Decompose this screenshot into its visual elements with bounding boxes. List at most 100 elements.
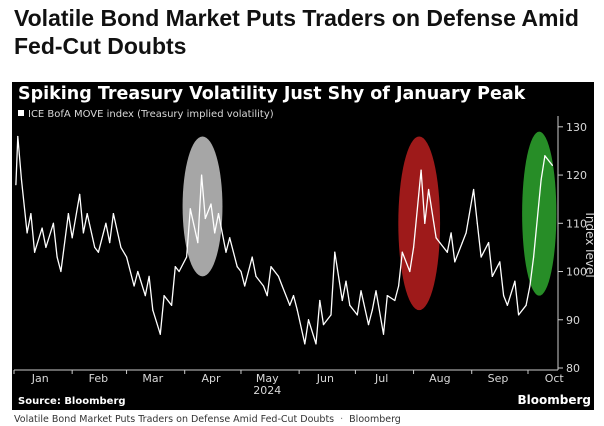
- data-point: [112, 213, 115, 215]
- data-point: [435, 237, 437, 239]
- data-point: [189, 208, 191, 210]
- data-point: [360, 290, 362, 292]
- data-point: [330, 314, 332, 316]
- data-point: [296, 309, 298, 311]
- data-point: [105, 222, 107, 224]
- data-point: [163, 295, 165, 297]
- series-line-move-index: [15, 135, 553, 345]
- legend-label: ICE BofA MOVE index (Treasury implied vo…: [28, 109, 274, 120]
- data-point: [356, 314, 358, 316]
- data-point: [367, 323, 370, 326]
- chart-panel: 80 90 100 110 120 130 Jan Feb Mar Apr May Jun Jul Aug…: [12, 82, 594, 410]
- data-point: [465, 232, 467, 234]
- data-point: [225, 251, 227, 253]
- data-point: [446, 251, 448, 253]
- y-tick-label: 80: [566, 362, 580, 375]
- data-point: [178, 270, 180, 273]
- highlight-april: [182, 136, 223, 277]
- x-tick-label: Mar: [142, 372, 163, 385]
- data-point: [26, 232, 28, 234]
- data-point: [266, 295, 268, 297]
- data-point: [461, 241, 463, 244]
- y-tick-label: 120: [566, 169, 587, 182]
- data-point: [322, 323, 325, 326]
- data-point: [34, 251, 36, 253]
- data-point: [476, 222, 478, 224]
- data-point: [409, 270, 411, 273]
- data-point: [472, 188, 475, 191]
- data-point: [236, 266, 238, 268]
- line-layer: [15, 135, 553, 345]
- chart-source: Source: Bloomberg: [18, 396, 126, 407]
- data-point: [240, 270, 242, 273]
- data-point: [307, 319, 310, 321]
- data-point: [334, 251, 336, 253]
- caption-separator: ·: [340, 414, 344, 425]
- x-tick-label: Jun: [316, 372, 334, 385]
- data-point: [30, 213, 32, 215]
- x-tick-label: Jan: [31, 372, 49, 385]
- data-point: [148, 275, 150, 277]
- data-point: [394, 299, 396, 302]
- data-point: [292, 295, 295, 297]
- data-point: [424, 222, 426, 224]
- data-point: [319, 299, 321, 302]
- data-point: [529, 285, 531, 287]
- data-point: [382, 333, 385, 335]
- data-point: [45, 246, 47, 249]
- data-point: [412, 246, 415, 249]
- data-point: [262, 285, 265, 287]
- data-point: [454, 261, 456, 263]
- y-axis-title: Index level: [583, 212, 594, 277]
- data-point: [20, 179, 23, 181]
- data-point: [304, 343, 306, 345]
- figure-caption: Volatile Bond Market Puts Traders on Def…: [14, 414, 401, 425]
- data-point: [345, 280, 347, 282]
- data-point: [137, 270, 139, 273]
- data-point: [506, 304, 508, 306]
- caption-text: Volatile Bond Market Puts Traders on Def…: [14, 414, 335, 425]
- x-tick-label: Oct: [545, 372, 565, 385]
- data-point: [491, 275, 493, 277]
- data-point: [204, 217, 206, 220]
- data-point: [551, 164, 553, 167]
- data-point: [214, 232, 216, 234]
- data-point: [503, 295, 505, 297]
- highlight-layer: [182, 131, 557, 311]
- data-point: [159, 333, 161, 335]
- data-point: [97, 251, 100, 253]
- data-point: [17, 135, 19, 138]
- data-point: [79, 193, 81, 195]
- data-point: [540, 179, 542, 181]
- data-point: [450, 232, 452, 234]
- data-point: [270, 266, 272, 268]
- data-point: [60, 270, 62, 273]
- headline: Volatile Bond Market Puts Traders on Def…: [14, 5, 579, 59]
- y-tick-label: 90: [566, 314, 580, 327]
- data-point: [170, 304, 173, 306]
- data-point: [386, 295, 388, 297]
- y-tick-label: 130: [566, 121, 587, 134]
- data-point: [439, 241, 441, 244]
- data-point: [217, 213, 220, 215]
- data-point: [109, 241, 111, 244]
- data-point: [349, 304, 351, 306]
- data-point: [420, 169, 422, 171]
- y-tick-label: 100: [566, 266, 587, 279]
- caption-publisher[interactable]: Bloomberg: [349, 414, 401, 425]
- data-point: [15, 184, 17, 186]
- data-point: [244, 285, 246, 287]
- chart-plot: 80 90 100 110 120 130 Jan Feb Mar Apr May Jun Jul Aug…: [13, 116, 594, 397]
- data-point: [125, 256, 128, 258]
- data-point: [41, 227, 43, 229]
- y-tick-label: 110: [566, 217, 587, 230]
- chart-title: Spiking Treasury Volatility Just Shy of …: [18, 84, 526, 104]
- x-tick-label: Aug: [429, 372, 450, 385]
- data-point: [289, 304, 291, 306]
- x-tick-label: Apr: [201, 372, 221, 385]
- data-point: [525, 304, 527, 306]
- data-point: [144, 295, 146, 297]
- data-point: [200, 174, 203, 176]
- legend: ICE BofA MOVE index (Treasury implied vo…: [18, 109, 274, 120]
- data-point: [341, 299, 343, 302]
